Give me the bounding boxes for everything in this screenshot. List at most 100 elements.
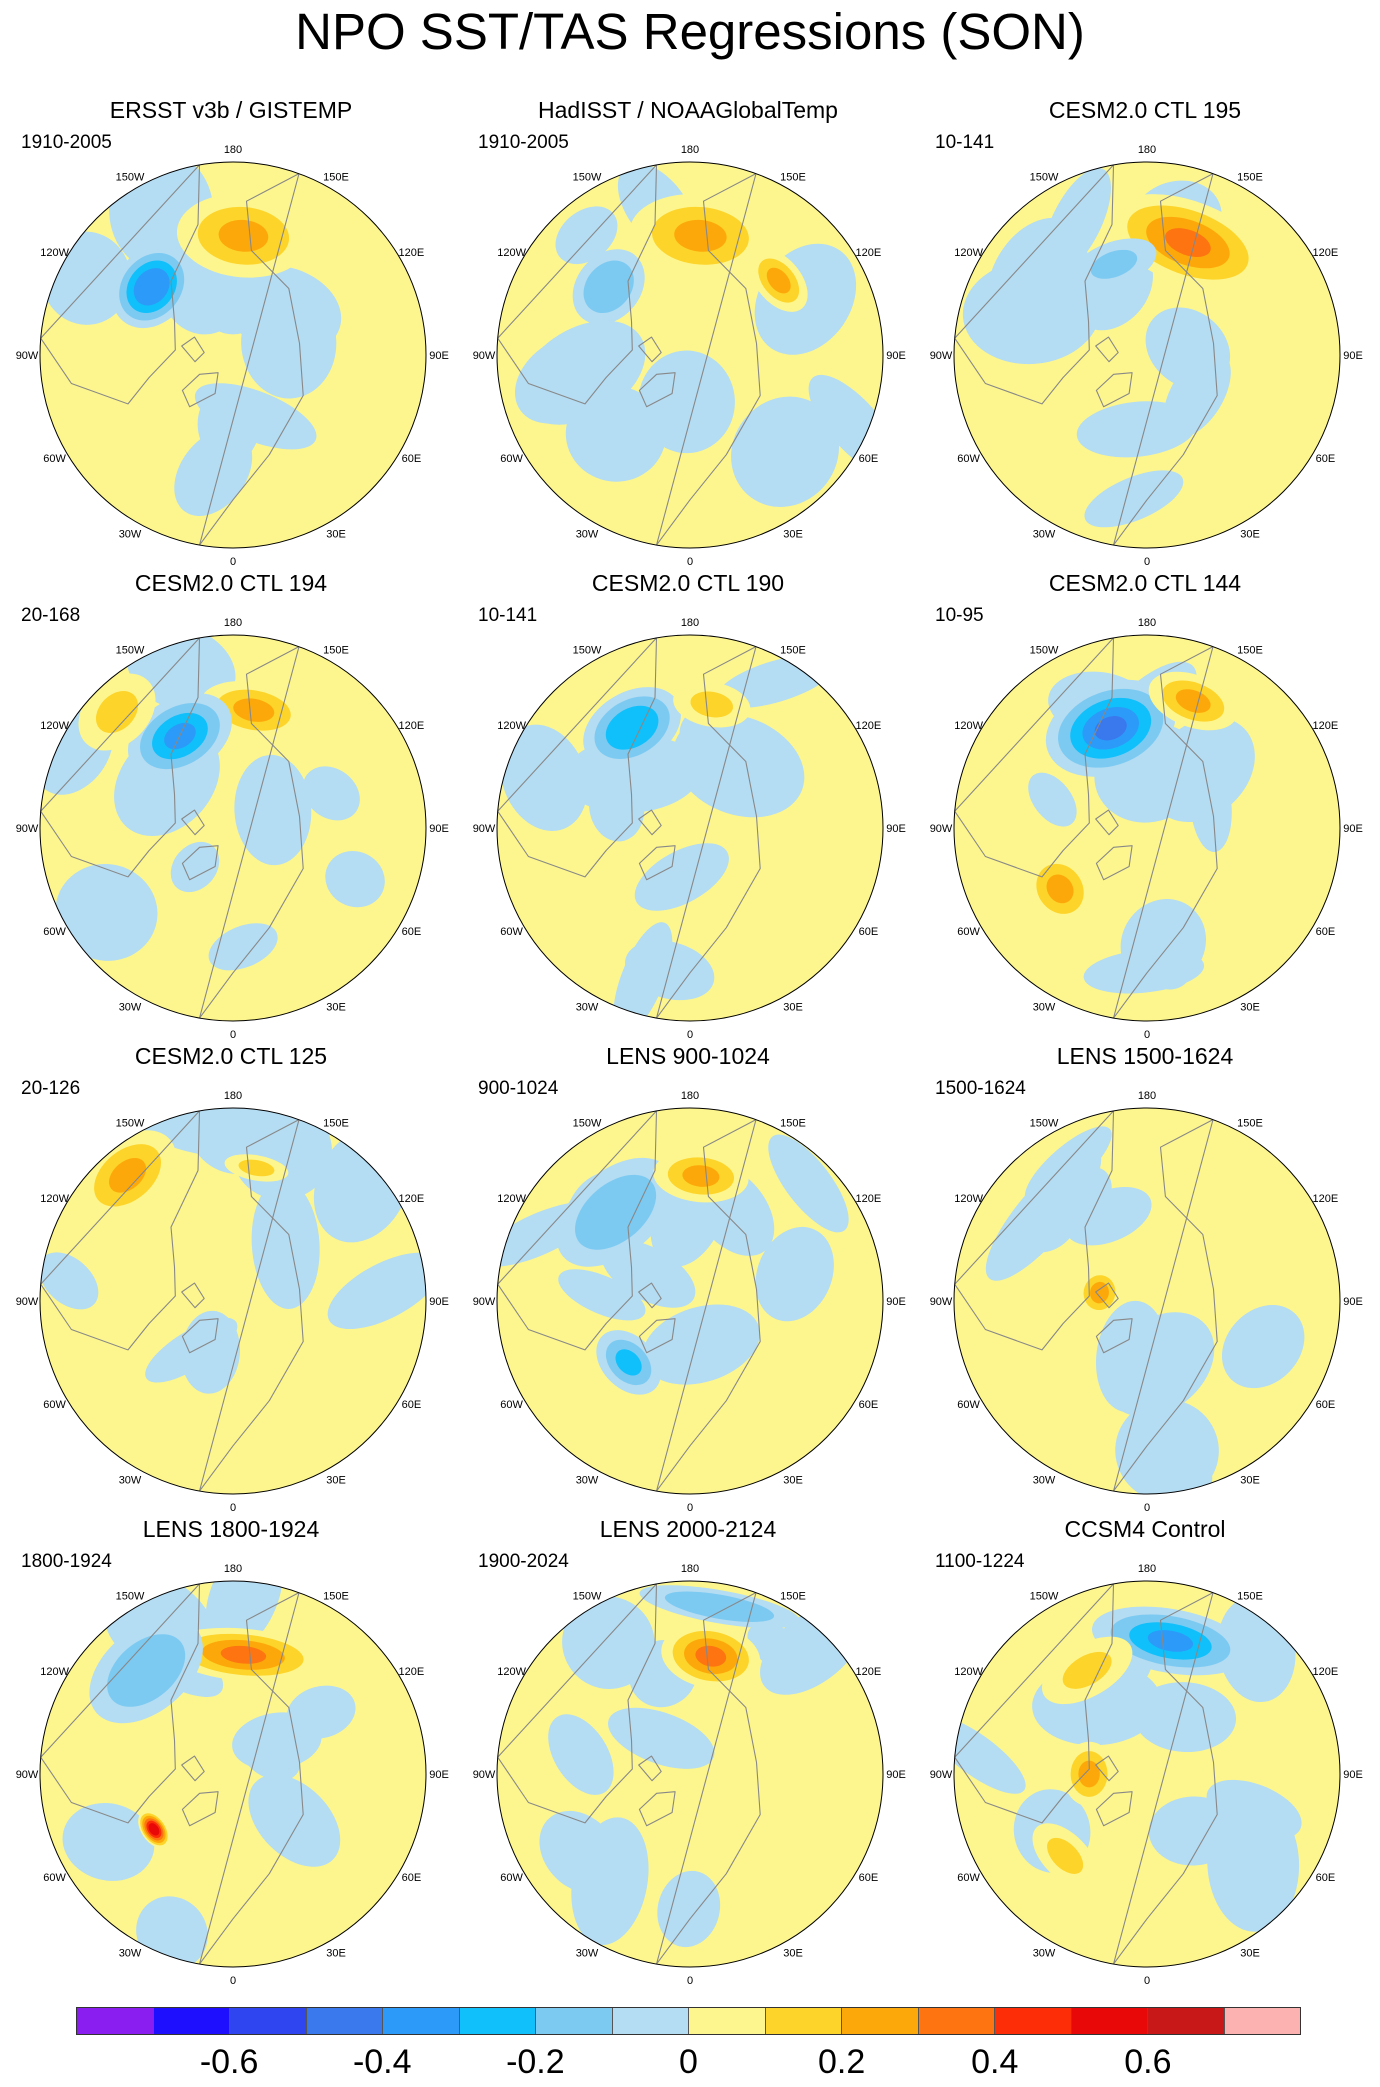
field-patch <box>55 863 158 961</box>
field-patch <box>248 1774 341 1867</box>
longitude-label: 60E <box>1316 453 1336 465</box>
colorbar-tick-label: 0 <box>679 2043 698 2081</box>
polar-map: 180 150E 120E 90E 60E 30E 0 30W 60W 90W 120W 150W <box>16 617 449 1038</box>
longitude-label: 150E <box>1237 1118 1263 1130</box>
colorbar-box <box>153 2008 230 2034</box>
longitude-label: 0 <box>687 1502 693 1511</box>
longitude-label: 0 <box>1144 1502 1150 1511</box>
longitude-label: 0 <box>230 1029 236 1038</box>
coastline-2 <box>198 1119 304 1492</box>
longitude-label: 0 <box>687 1975 693 1984</box>
longitude-label: 90E <box>886 1769 906 1781</box>
coastlines <box>497 637 761 1019</box>
longitude-label: 90E <box>886 823 906 835</box>
anomaly-contour <box>238 1159 275 1177</box>
longitude-label: 60W <box>957 1399 980 1411</box>
longitude-label: 90E <box>886 1296 906 1308</box>
field-patch <box>170 841 220 893</box>
longitude-label: 90W <box>473 1296 496 1308</box>
field-patch <box>1148 1796 1238 1866</box>
longitude-label: 120E <box>399 247 425 259</box>
field-patch <box>1028 772 1077 827</box>
longitude-label: 30W <box>1033 1947 1056 1959</box>
longitude-label: 60E <box>1316 1872 1336 1884</box>
longitude-label: 120W <box>497 720 526 732</box>
longitude-label: 150E <box>323 1118 349 1130</box>
coastline-0 <box>497 1583 658 1824</box>
coastlines <box>40 637 304 1019</box>
coastline-1 <box>1095 1318 1133 1354</box>
coastline-3 <box>638 1755 662 1782</box>
map-panel: CESM2.0 CTL 194 180 150E 120E 90E 60E 30E 0 30W 6… <box>11 568 451 1038</box>
field-patch <box>234 754 312 866</box>
map-field <box>497 162 883 548</box>
longitude-label: 120W <box>497 247 526 259</box>
longitude-label: 150W <box>1030 172 1059 184</box>
field-patch <box>327 1252 426 1330</box>
map-field <box>954 1581 1340 1967</box>
field-patch <box>302 766 360 821</box>
field-patch <box>208 923 278 971</box>
longitude-label: 30E <box>326 1474 346 1486</box>
map-boundary <box>496 634 884 1022</box>
coastlines <box>40 164 304 546</box>
colorbar-tick-label: 0.2 <box>817 2043 866 2081</box>
longitude-label: 90W <box>930 1769 953 1781</box>
coastline-2 <box>198 173 304 546</box>
coastline-1 <box>181 372 219 408</box>
coastline-2 <box>655 1592 761 1965</box>
anomaly-contour <box>593 1191 638 1233</box>
coastline-1 <box>1095 845 1133 881</box>
longitude-label: 180 <box>1138 144 1156 156</box>
longitude-label: 120W <box>40 1193 69 1205</box>
field-patch <box>634 843 729 911</box>
colorbar-box <box>995 2008 1072 2034</box>
map-field <box>954 1108 1340 1494</box>
coastline-2 <box>655 646 761 1019</box>
longitude-label: 150E <box>780 1118 806 1130</box>
field-patch <box>205 1581 283 1653</box>
coastline-1 <box>181 1791 219 1827</box>
anomaly-contour <box>690 691 734 718</box>
polar-map: 180 150E 120E 90E 60E 30E 0 30W 60W 90W 120W 150W <box>930 1563 1363 1984</box>
longitude-label: 120E <box>856 720 882 732</box>
longitude-label: 90W <box>473 350 496 362</box>
field-patch <box>755 1226 834 1322</box>
map-panel: ERSST v3b / GISTEMP 180 150E 120E 90E 60E 30E 0… <box>11 95 451 565</box>
longitude-label: 90W <box>16 350 39 362</box>
longitude-label: 90E <box>429 1769 449 1781</box>
coastline-3 <box>181 1282 205 1309</box>
field-patch <box>251 1179 320 1309</box>
map-boundary <box>39 634 427 1022</box>
longitude-label: 180 <box>224 1563 242 1575</box>
longitude-label: 60W <box>43 1399 66 1411</box>
panel-title: LENS 1500-1624 <box>1056 1043 1234 1069</box>
coastline-3 <box>638 809 662 836</box>
anomaly-contour <box>695 1645 727 1667</box>
longitude-label: 120E <box>1313 1666 1339 1678</box>
longitude-label: 120W <box>954 1193 983 1205</box>
polar-map: 180 150E 120E 90E 60E 30E 0 30W 60W 90W 120W 150W <box>930 617 1363 1038</box>
longitude-label: 90E <box>1343 1769 1363 1781</box>
anomaly-contour <box>1175 689 1211 713</box>
longitude-label: 120E <box>856 1193 882 1205</box>
coastlines <box>954 637 1218 1019</box>
longitude-label: 60W <box>957 453 980 465</box>
anomaly-contour <box>1094 716 1127 741</box>
coastline-2 <box>1112 1119 1218 1492</box>
longitude-label: 90E <box>429 350 449 362</box>
coastline-2 <box>1112 1592 1218 1965</box>
colorbar-box <box>918 2008 995 2034</box>
panel-period: 10-95 <box>935 605 984 626</box>
longitude-label: 150E <box>780 1591 806 1603</box>
longitude-label: 30W <box>576 528 599 540</box>
map-panel: CESM2.0 CTL 144 180 150E 120E 90E 60E 30E 0 30W 6… <box>925 568 1365 1038</box>
longitude-label: 90W <box>930 350 953 362</box>
longitude-label: 30W <box>1033 1474 1056 1486</box>
polar-map: 180 150E 120E 90E 60E 30E 0 30W 60W 90W 120W 150W <box>16 144 449 565</box>
panel-title: LENS 900-1024 <box>606 1043 770 1069</box>
longitude-label: 30E <box>1240 1474 1260 1486</box>
longitude-label: 60W <box>500 1399 523 1411</box>
longitude-label: 180 <box>224 144 242 156</box>
coastlines <box>954 1110 1218 1492</box>
